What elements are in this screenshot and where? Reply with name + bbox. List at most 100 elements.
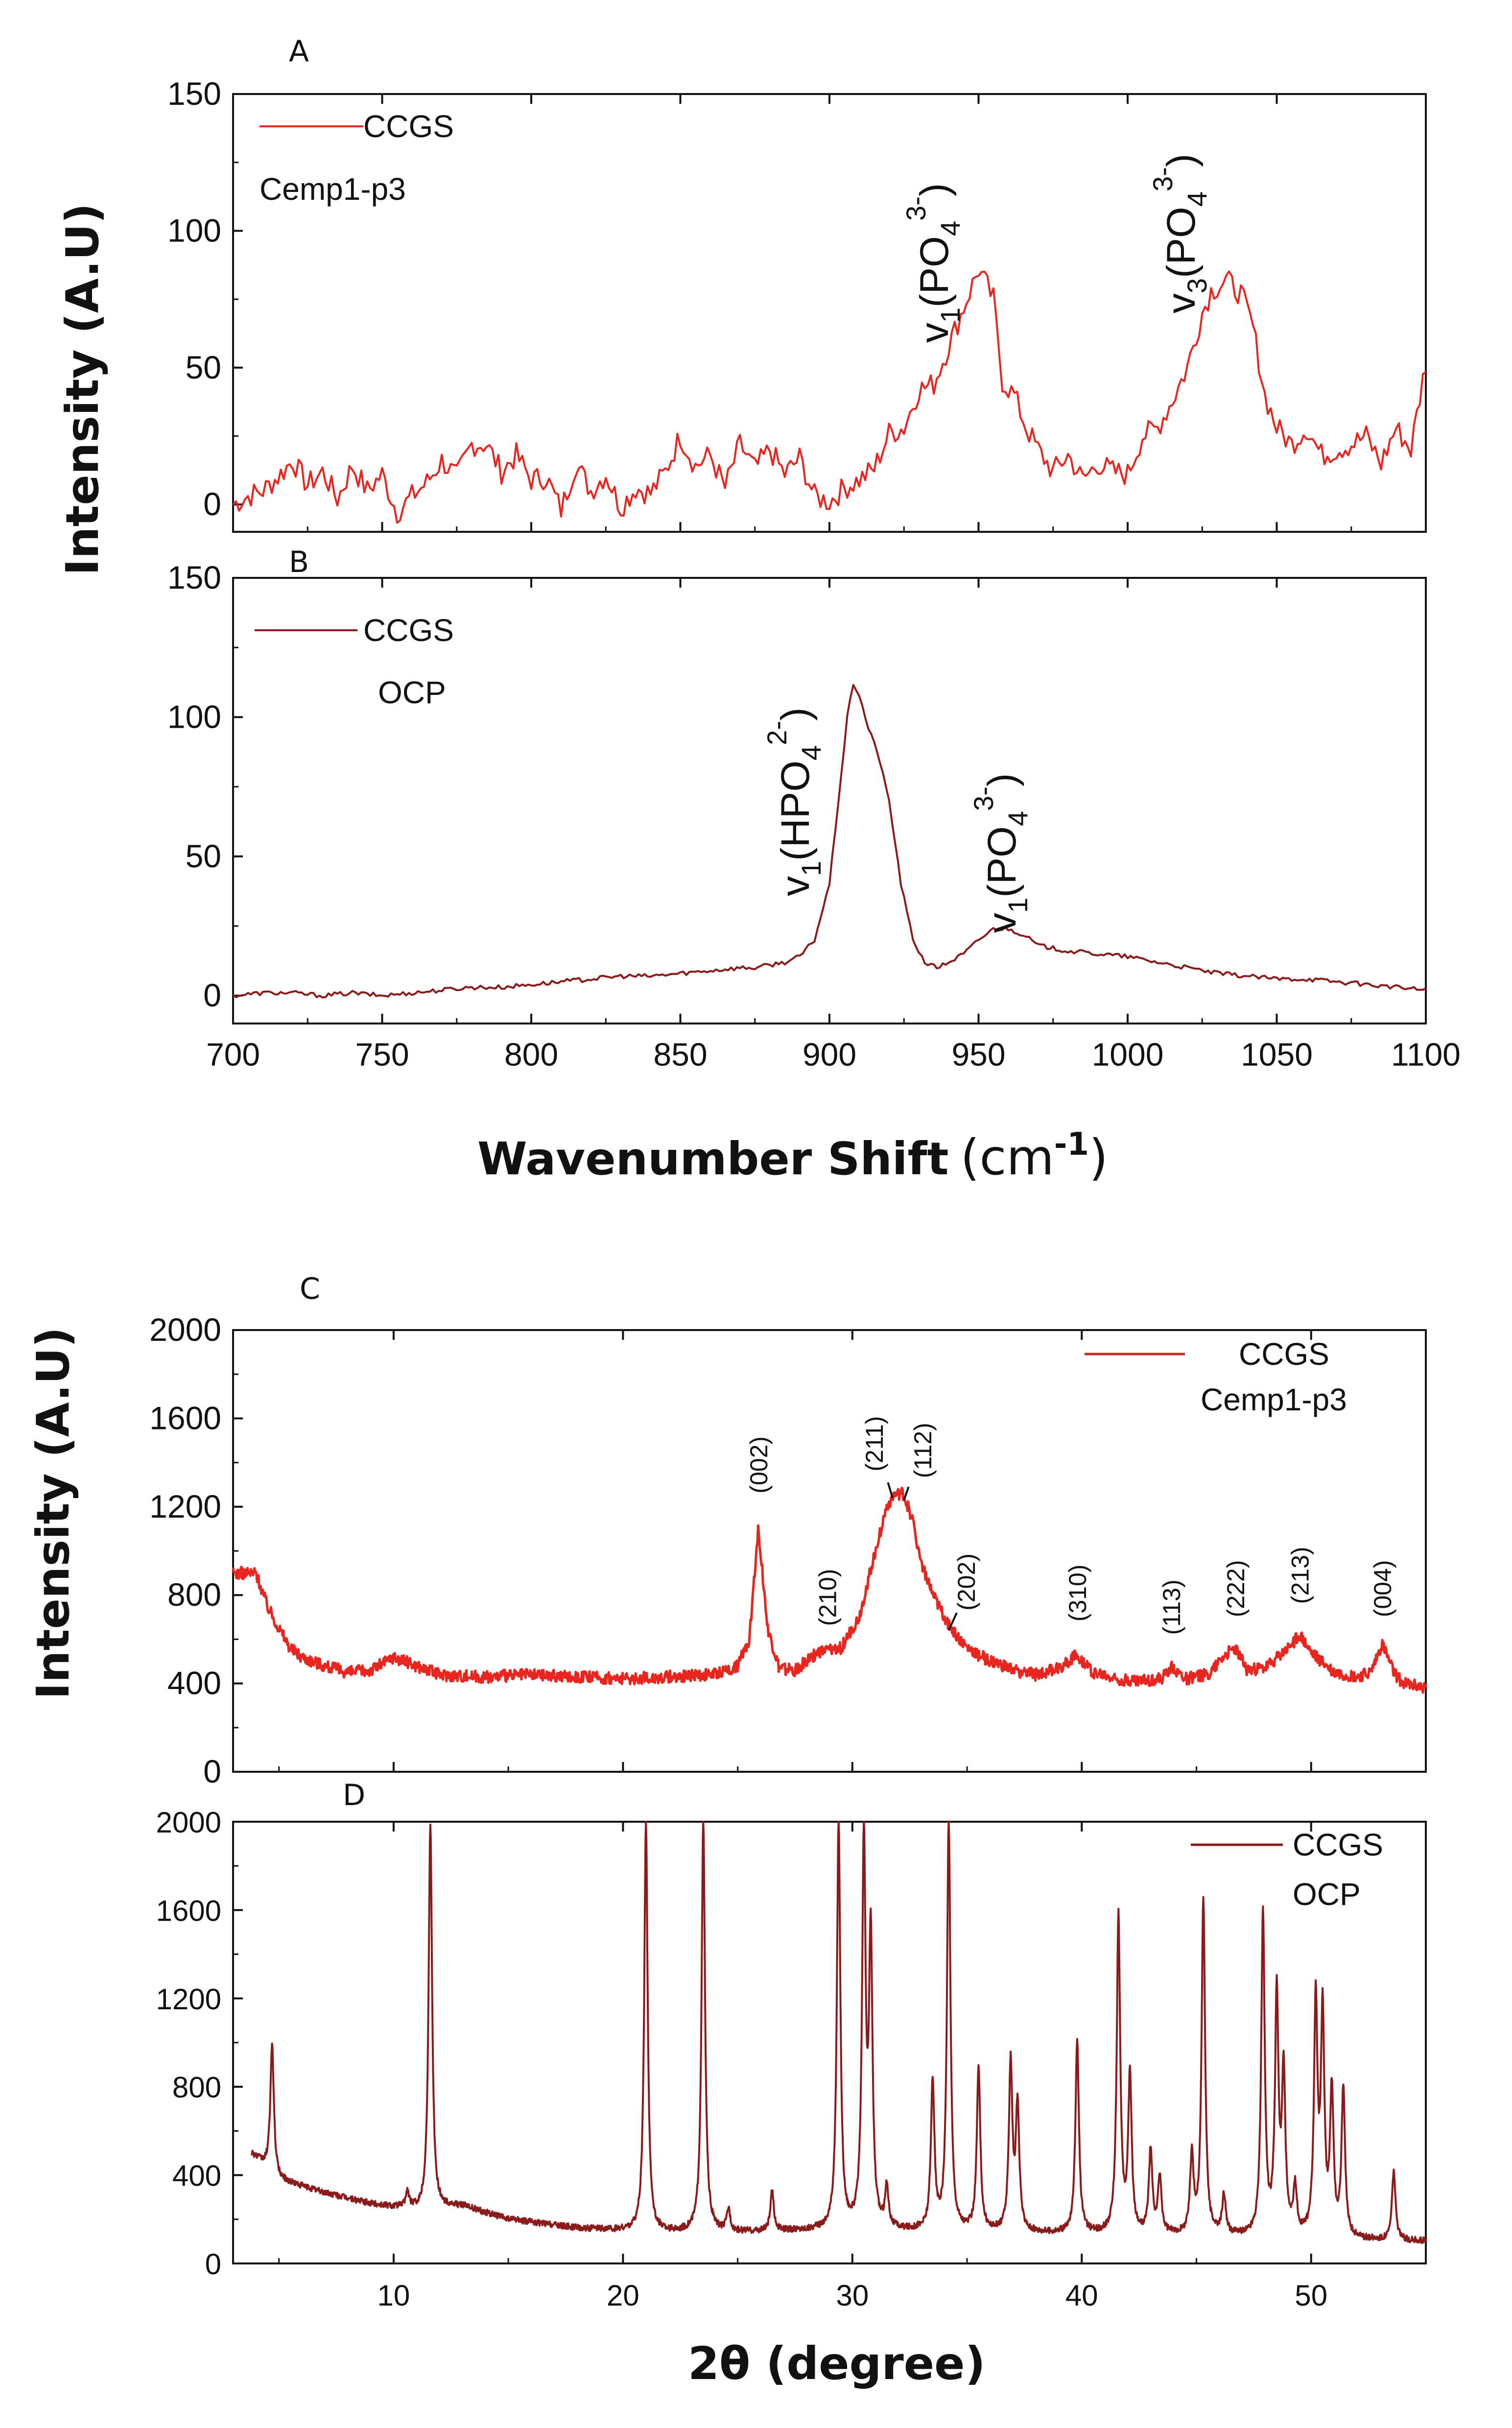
panel-c-ytick-label: 1600 xyxy=(149,1400,221,1436)
panel-a-series-line xyxy=(232,270,1427,524)
annotation-b-v1-sub: 1 xyxy=(796,861,827,876)
panel-c-ytick-label: 1200 xyxy=(149,1488,221,1524)
panel-b-xtick-label: 900 xyxy=(803,1036,856,1072)
legend-a: CCGS Cemp1-p3 xyxy=(260,109,454,207)
annotation-a-v1-sup: 3- xyxy=(900,196,931,221)
panel-d-ytick-label: 0 xyxy=(205,2248,221,2281)
panel-a-ytick-label: 0 xyxy=(203,486,221,522)
panel-b-ytick-label: 100 xyxy=(167,698,221,735)
legend-d: CCGS OCP xyxy=(1191,1827,1383,1912)
hkl-label: (210) xyxy=(814,1569,841,1626)
annotation-b-v1-v: v xyxy=(773,876,818,896)
panel-d-ytick-label: 1600 xyxy=(156,1894,221,1927)
panel-c-ytick-label: 2000 xyxy=(149,1311,221,1348)
annotation-b-v1-sub2: 4 xyxy=(796,745,827,761)
x-axis-label-xrd: 2θ (degree) xyxy=(688,2337,986,2390)
annotation-a-v3-open: (PO xyxy=(1159,207,1204,278)
annotation-a-v1-v: v xyxy=(912,323,957,343)
panel-d-xtick-label: 20 xyxy=(607,2279,639,2312)
legend-a-series: CCGS xyxy=(363,109,454,144)
panel-c-series-line xyxy=(232,1486,1427,1694)
panel-c-ytick-label: 800 xyxy=(167,1576,221,1613)
tick-marks xyxy=(232,93,1427,2264)
legend-c-sample: Cemp1-p3 xyxy=(1201,1382,1347,1417)
panel-d-xtick-label: 10 xyxy=(378,2279,410,2312)
x-axis-label-raman-open: (cm xyxy=(960,1129,1054,1186)
annotation-a-v3-po4: v3(PO43-) xyxy=(1147,154,1212,313)
panel-b-xtick-label: 700 xyxy=(206,1036,260,1072)
hkl-labels: (002) (210) (211) (112) (202) (310) (113) (222)… xyxy=(745,1416,1396,1635)
annotation-a-v3-sup: 3- xyxy=(1147,167,1178,191)
x-axis-label-raman-exp: -1 xyxy=(1054,1126,1089,1163)
annotation-b-v1po4-close: ) xyxy=(980,773,1024,786)
annotation-b-v1-po4: v1(PO43-) xyxy=(968,773,1033,933)
legend-a-sample: Cemp1-p3 xyxy=(260,171,406,207)
annotation-a-v1-po4: v1(PO4 3-) xyxy=(900,183,966,343)
panel-c-ytick-label: 0 xyxy=(203,1753,221,1789)
panel-a-ytick-label: 50 xyxy=(186,349,221,385)
hkl-label: (113) xyxy=(1158,1579,1185,1635)
hkl-label: (211) xyxy=(861,1416,888,1472)
series-layer xyxy=(232,270,1427,2244)
panel-d-xtick-label: 40 xyxy=(1065,2279,1098,2312)
annotation-a-v1-sub: 1 xyxy=(935,308,966,323)
annotation-a-v1-close: ) xyxy=(912,183,957,196)
hkl-arrow xyxy=(947,1612,958,1631)
panel-d-frame xyxy=(232,1821,1427,2264)
legend-d-sample: OCP xyxy=(1293,1877,1361,1912)
annotation-b-v1-close: ) xyxy=(773,708,818,721)
panel-b-xtick-label: 850 xyxy=(653,1036,707,1072)
hkl-arrow xyxy=(887,1482,894,1499)
panel-b-xtick-label: 1000 xyxy=(1092,1036,1164,1072)
panel-b-series-line xyxy=(232,684,1426,999)
panel-d-ytick-label: 400 xyxy=(172,2160,221,2192)
panel-b-ytick-label: 150 xyxy=(167,559,221,595)
annotation-a-v3-sub2: 4 xyxy=(1181,191,1212,207)
panel-a-frame xyxy=(232,93,1427,533)
panel-label-a: A xyxy=(289,34,309,69)
legend-b-sample: OCP xyxy=(378,675,446,710)
panel-c-ytick-label: 400 xyxy=(167,1665,221,1701)
hkl-label: (222) xyxy=(1222,1560,1250,1618)
panel-b-xtick-label: 950 xyxy=(951,1036,1005,1072)
panel-label-b: B xyxy=(289,545,309,579)
panel-label-d: D xyxy=(343,1778,365,1812)
legend-d-series: CCGS xyxy=(1293,1827,1383,1862)
hkl-label: (202) xyxy=(953,1553,980,1611)
hkl-label: (213) xyxy=(1286,1547,1314,1604)
panel-d-series-line xyxy=(250,1821,1427,2244)
panel-b-xtick-label: 750 xyxy=(355,1036,409,1072)
panel-b-xtick-label: 1050 xyxy=(1241,1036,1313,1072)
y-axis-label-xrd: Intensity (A.U) xyxy=(27,1327,79,1700)
x-axis-label-raman: Wavenumber Shift (cm-1) xyxy=(477,1126,1108,1186)
panel-a-ytick-label: 100 xyxy=(167,212,221,248)
annotation-a-v1-open: (PO xyxy=(912,236,957,308)
x-axis-label-raman-main: Wavenumber Shift xyxy=(477,1133,948,1185)
annotation-a-v3-v: v xyxy=(1159,293,1204,313)
annotation-b-v1po4-sub2: 4 xyxy=(1002,811,1033,826)
annotation-a-v3-sub: 3 xyxy=(1181,278,1212,293)
hkl-label: (112) xyxy=(909,1423,937,1478)
hkl-label: (310) xyxy=(1064,1565,1091,1622)
panel-d-ytick-label: 2000 xyxy=(156,1806,221,1839)
annotation-b-v1-sup: 2- xyxy=(761,721,792,745)
legend-b: CCGS OCP xyxy=(255,613,454,710)
legend-c: CCGS Cemp1-p3 xyxy=(1085,1336,1347,1417)
panel-d-xtick-label: 50 xyxy=(1295,2279,1327,2312)
y-axis-label-raman: Intensity (A.U) xyxy=(56,203,109,576)
annotation-a-v1-sub2: 4 xyxy=(935,221,966,236)
panel-d-xtick-label: 30 xyxy=(836,2279,869,2312)
legend-c-series: CCGS xyxy=(1239,1336,1329,1372)
annotation-b-v1po4-sub: 1 xyxy=(1002,898,1033,913)
annotation-b-v1-hpo4: v1(HPO42-) xyxy=(761,708,827,896)
annotation-a-v3-close: ) xyxy=(1159,154,1204,167)
legend-b-series: CCGS xyxy=(363,613,454,648)
annotation-b-v1-open: (HPO xyxy=(773,761,818,861)
panel-d-ytick-label: 1200 xyxy=(156,1983,221,2016)
panel-b-xtick-label: 800 xyxy=(504,1036,558,1072)
annotation-b-v1po4-v: v xyxy=(980,913,1024,933)
annotation-b-v1po4-open: (PO xyxy=(980,826,1024,898)
panel-b-xtick-label: 1100 xyxy=(1391,1036,1461,1072)
